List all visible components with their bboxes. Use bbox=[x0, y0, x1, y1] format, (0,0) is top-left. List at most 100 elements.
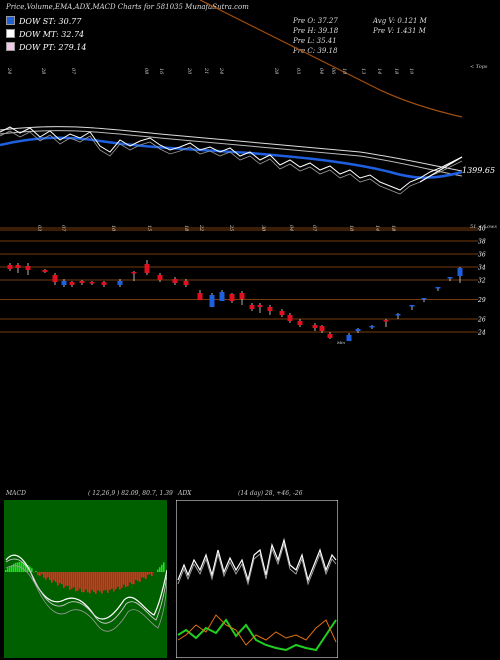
top-date-label: 19 bbox=[408, 68, 414, 75]
macd-bar bbox=[71, 572, 73, 589]
candle-body bbox=[369, 326, 375, 328]
macd-panel bbox=[4, 500, 167, 658]
macd-bar bbox=[57, 572, 59, 586]
macd-bar bbox=[21, 562, 23, 572]
adx-line bbox=[177, 537, 337, 583]
macd-bar bbox=[141, 572, 143, 578]
macd-bar bbox=[63, 572, 65, 588]
mid-date-label: 07 bbox=[311, 225, 317, 232]
prev-volume: Pre V: 1.431 M bbox=[373, 27, 426, 35]
macd-bar bbox=[107, 572, 109, 593]
macd-bar bbox=[129, 572, 131, 583]
candles bbox=[7, 260, 463, 341]
macd-bar bbox=[83, 572, 85, 593]
mid-date-labels: 03 07 10 15 18 22 25 30 04 07 10 14 18 bbox=[36, 224, 396, 232]
candle-body bbox=[346, 335, 352, 341]
top-date-label: 13 bbox=[360, 68, 366, 74]
minus-di-line bbox=[177, 614, 337, 646]
price-level-label: 24 bbox=[477, 330, 486, 337]
macd-histogram bbox=[5, 562, 165, 594]
macd-bar bbox=[69, 572, 71, 590]
macd-bar bbox=[91, 572, 93, 591]
mid-date-label: 25 bbox=[228, 224, 234, 231]
min-label: Min bbox=[336, 340, 345, 345]
mid-date-label: 14 bbox=[374, 225, 380, 231]
prev-close: Pre C: 39.18 bbox=[293, 47, 338, 55]
top-date-label: 28 bbox=[273, 67, 279, 74]
prev-open: Pre O: 37.27 bbox=[293, 17, 338, 25]
prev-high: Pre H: 39.18 bbox=[293, 27, 339, 35]
macd-bar bbox=[109, 572, 111, 590]
macd-bar bbox=[33, 572, 35, 573]
candle-body bbox=[144, 264, 150, 273]
candle-body bbox=[89, 282, 95, 284]
macd-bar bbox=[99, 572, 101, 592]
candle-body bbox=[25, 266, 31, 270]
macd-bar bbox=[133, 572, 135, 585]
macd-bar bbox=[15, 562, 17, 572]
candle-body bbox=[52, 275, 58, 282]
candle-body bbox=[101, 282, 107, 285]
top-date-label: 08 bbox=[143, 68, 149, 74]
macd-bar bbox=[163, 562, 165, 572]
macd-line-3 bbox=[5, 565, 167, 632]
top-date-label: 28 bbox=[40, 67, 46, 74]
candle-body bbox=[157, 275, 163, 280]
prev-low: Pre L: 35.41 bbox=[293, 37, 337, 45]
top-date-label: 10 bbox=[341, 68, 347, 75]
candle-body bbox=[447, 277, 453, 279]
macd-bar bbox=[53, 572, 55, 581]
legend: DOW ST: 30.77 DOW MT: 32.74 DOW PT: 279.… bbox=[6, 16, 86, 52]
price-level-label: 36 bbox=[478, 252, 486, 259]
macd-bar bbox=[149, 572, 151, 575]
price-level-label: 40 bbox=[477, 226, 486, 233]
macd-bar bbox=[47, 572, 49, 578]
legend-swatch-mt bbox=[6, 29, 15, 38]
price-envelope-lower bbox=[0, 130, 463, 177]
macd-bar bbox=[13, 563, 15, 572]
macd-bar bbox=[121, 572, 123, 588]
mid-date-label: 10 bbox=[348, 225, 354, 232]
price-level-label: 34 bbox=[478, 265, 486, 272]
price-line-upturn bbox=[419, 156, 463, 183]
macd-params: ( 12,26,9 ) 82.09, 80.7, 1.39 bbox=[88, 490, 173, 497]
top-date-label: 06 bbox=[330, 68, 336, 75]
macd-bar bbox=[37, 572, 39, 576]
tops-label: < Tops bbox=[470, 64, 488, 70]
macd-bar bbox=[151, 572, 153, 577]
macd-title: MACD bbox=[6, 490, 26, 497]
macd-bar bbox=[55, 572, 57, 583]
mid-date-label: 22 bbox=[198, 224, 204, 231]
macd-bar bbox=[75, 572, 77, 592]
macd-bar bbox=[143, 572, 145, 578]
macd-bar bbox=[95, 572, 97, 594]
adx-line-shadow bbox=[177, 542, 337, 586]
macd-bar bbox=[49, 572, 51, 581]
macd-bar bbox=[159, 567, 161, 572]
candle-body bbox=[279, 311, 285, 315]
top-date-label: 14 bbox=[376, 68, 382, 74]
macd-bar bbox=[93, 572, 95, 593]
top-date-label: 21 bbox=[203, 67, 209, 74]
candle-body bbox=[7, 265, 13, 269]
macd-bar bbox=[39, 572, 41, 577]
price-line-shadow bbox=[0, 130, 463, 195]
candle-body bbox=[267, 307, 273, 311]
mid-date-label: 07 bbox=[60, 225, 66, 232]
candle-body bbox=[319, 326, 325, 331]
price-label: 1399.65 bbox=[462, 166, 495, 175]
candle-body bbox=[219, 292, 225, 301]
mid-date-label: 18 bbox=[183, 225, 189, 231]
top-date-label: 07 bbox=[70, 68, 76, 75]
candle-body bbox=[457, 268, 463, 276]
macd-bar bbox=[131, 572, 133, 585]
candle-body bbox=[131, 272, 137, 274]
candle-body bbox=[287, 315, 293, 321]
candle-body bbox=[297, 321, 303, 325]
candle-body bbox=[79, 281, 85, 283]
mid-date-label: 03 bbox=[36, 225, 42, 231]
macd-bar bbox=[125, 572, 127, 588]
top-date-label: 16 bbox=[158, 68, 164, 75]
macd-bar bbox=[59, 572, 61, 584]
top-date-label: 04 bbox=[318, 68, 324, 74]
